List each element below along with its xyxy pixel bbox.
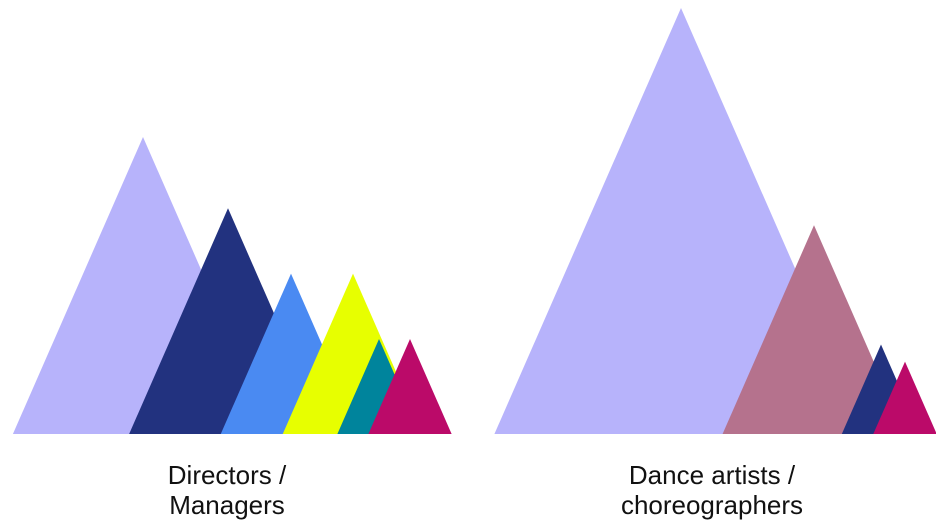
triangle-mark [722,225,906,434]
triangle-mark [873,361,936,434]
category-label-line-1: Directors / [167,460,287,490]
chart-group-2 [494,8,936,434]
category-label-dance-artists: Dance artists / choreographers [562,460,862,520]
category-label-directors-managers: Directors / Managers [77,460,377,520]
category-label-line-2: choreographers [620,490,804,520]
category-label-line-2: Managers [169,490,285,520]
triangle-mark [368,338,452,434]
chart-group-1 [12,137,452,434]
category-label-line-1: Dance artists / [628,460,796,490]
